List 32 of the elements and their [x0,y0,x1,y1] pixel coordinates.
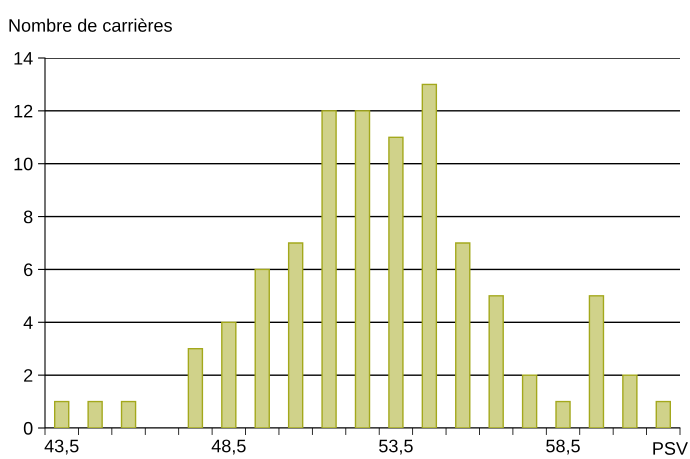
x-tick-label: 53,5 [379,440,413,455]
y-axis-title: Nombre de carrières [9,18,172,32]
bar [221,322,237,428]
bar [321,110,337,428]
bar [455,242,470,428]
x-tick-label: 43,5 [44,440,79,455]
bar [254,268,270,428]
bar [522,374,538,428]
bar [87,400,103,428]
y-tick-label: 12 [14,104,32,118]
y-tick-label: 2 [24,369,32,382]
y-tick-label: 10 [14,158,32,170]
bar [288,242,304,428]
bar [188,348,204,428]
bar [388,136,404,428]
x-tick-label: 48,5 [212,440,246,455]
y-tick-label: 14 [14,52,33,65]
bar [555,400,571,428]
bar [488,295,504,428]
bar [54,400,70,428]
y-tick-label: 8 [24,210,32,224]
y-tick-label: 4 [24,316,33,329]
y-tick-label: 6 [24,263,32,276]
bar [120,400,136,428]
y-tick-label: 0 [24,422,32,435]
bar [622,374,638,428]
bar [588,295,604,428]
bar [354,110,370,428]
bar [656,400,672,428]
x-tick-label: 58,5 [546,440,580,455]
bar [422,84,438,428]
x-axis-title: PSV [653,442,688,455]
